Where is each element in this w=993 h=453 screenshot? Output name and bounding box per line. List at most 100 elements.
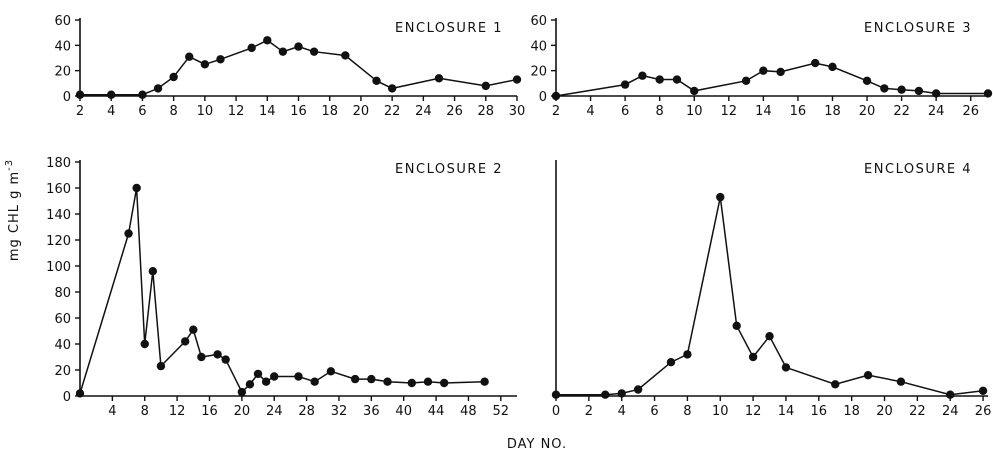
x-tick-label: 10 [712,404,729,419]
data-point [156,361,166,371]
x-tick-label: 30 [509,104,526,119]
data-point [310,377,319,386]
data-point [197,352,206,362]
data-point [862,76,872,86]
x-tick-label: 22 [384,104,401,119]
x-tick-label: 44 [428,404,445,419]
x-tick-label: 14 [755,104,772,119]
x-tick-label: 18 [321,104,338,119]
x-tick-label: 26 [975,404,992,419]
x-tick-label: 4 [108,404,116,419]
data-point [690,86,699,96]
data-point [765,332,774,341]
series-line [556,196,984,396]
data-point [759,66,768,75]
x-axis-title: DAY NO. [507,437,567,452]
data-point [732,321,741,330]
data-point [914,86,924,96]
x-tick-label: 6 [650,404,658,419]
x-tick-label: 16 [811,404,828,419]
data-point [153,84,163,93]
data-point [863,371,873,380]
data-point [481,81,490,91]
y-tick-label: 60 [530,14,547,29]
data-point [216,55,225,64]
y-tick-label: 60 [54,14,71,29]
data-point [341,51,350,60]
y-tick-label: 40 [530,39,547,54]
data-point [75,389,85,398]
y-axis-title: mg CHL g m-3 [4,159,22,261]
x-tick-label: 4 [586,104,594,119]
data-point [551,91,561,101]
x-tick-label: 32 [331,404,348,419]
y-tick-label: 160 [46,182,71,197]
x-tick-label: 2 [552,104,560,119]
x-tick-label: 10 [197,104,214,119]
panel-label: ENCLOSURE 1 [395,21,503,36]
x-tick-label: 20 [234,404,251,419]
x-tick-label: 12 [745,404,762,419]
data-point [387,84,397,93]
x-tick-label: 20 [859,104,876,119]
data-point [263,36,272,45]
data-point [423,377,433,386]
x-tick-label: 16 [201,404,218,419]
x-tick-label: 6 [621,104,629,119]
x-tick-label: 20 [353,104,370,119]
data-point [185,52,194,61]
x-tick-label: 4 [107,104,115,119]
data-point [828,62,837,72]
y-tick-label: 140 [46,208,71,223]
x-tick-label: 24 [266,404,283,419]
data-point [638,71,647,80]
y-tick-label: 0 [63,390,71,405]
y-tick-label: 20 [54,364,71,379]
data-point [897,85,906,94]
data-point [716,192,725,202]
data-point [367,374,376,384]
x-tick-label: 22 [893,104,910,119]
data-point [776,67,785,77]
x-tick-label: 4 [618,404,626,419]
y-tick-label: 60 [54,312,71,327]
x-tick-label: 12 [169,404,186,419]
data-point [633,385,643,394]
x-tick-label: 52 [493,404,510,419]
data-point [140,339,149,349]
data-point [407,378,416,388]
data-point [350,374,360,384]
y-tick-label: 0 [63,90,71,105]
data-point [781,363,791,372]
y-tick-label: 40 [54,338,71,353]
data-point [748,352,758,362]
data-point [132,183,141,193]
x-tick-label: 24 [928,104,945,119]
x-tick-label: 16 [290,104,307,119]
x-tick-label: 40 [395,404,412,419]
y-tick-label: 40 [54,39,71,54]
panel-label: ENCLOSURE 2 [395,162,503,177]
panel-label: ENCLOSURE 3 [864,21,972,36]
data-point [811,58,820,68]
data-point [480,377,489,386]
data-point [896,377,906,386]
data-point [931,89,941,98]
data-point [617,389,626,398]
data-point [551,390,561,399]
x-tick-label: 36 [363,404,380,419]
data-point [434,74,444,83]
y-tick-label: 20 [54,65,71,80]
data-point [253,369,263,379]
data-point [326,367,336,376]
y-tick-label: 80 [54,286,71,301]
data-point [601,390,610,399]
data-point [247,43,256,53]
data-point [978,386,988,395]
data-point [620,80,630,89]
data-point [383,377,392,386]
data-point [655,75,664,84]
data-point [294,42,303,51]
data-point [439,378,449,388]
